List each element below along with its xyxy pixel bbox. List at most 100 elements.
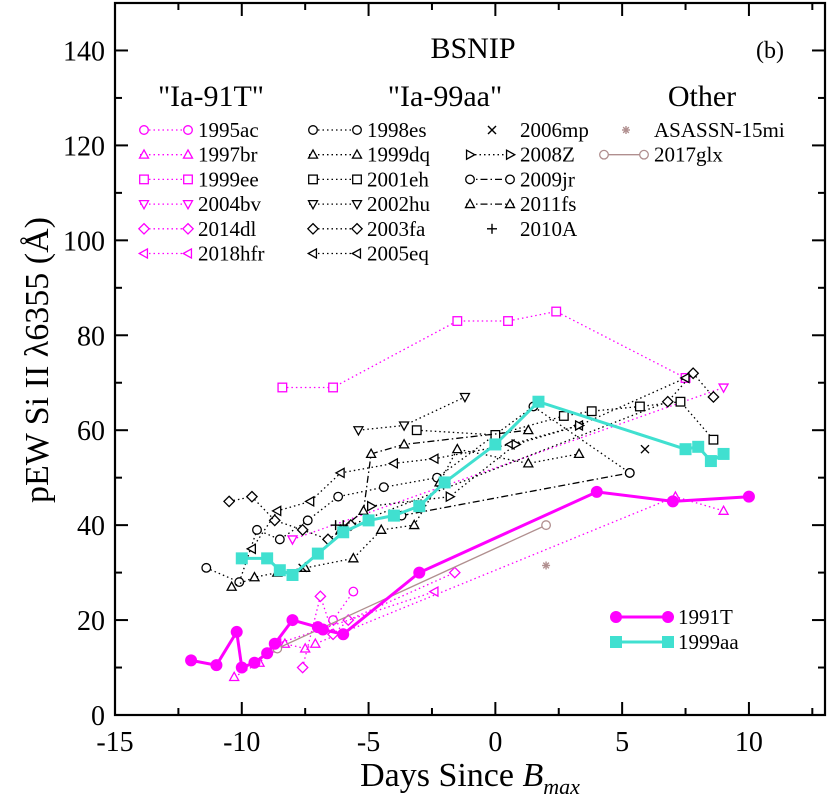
series-layer xyxy=(185,306,755,682)
legend-marker-2004bv xyxy=(138,200,150,211)
legend-label-2001eh: 2001eh xyxy=(367,167,429,191)
legend-marker-asassn-15mi xyxy=(622,126,630,134)
legend-item-2002hu: 2002hu xyxy=(307,192,431,216)
legend-marker-1999dq xyxy=(351,148,363,159)
y-tick-label: 80 xyxy=(77,321,105,352)
data-point-1999dq xyxy=(248,571,261,582)
y-tick-label: 20 xyxy=(77,606,105,637)
data-point-1999aa xyxy=(532,395,545,408)
legend-label-1998es: 1998es xyxy=(367,118,427,142)
data-point-1999aa xyxy=(679,443,692,456)
data-point-2008z xyxy=(574,419,586,432)
data-point-1997br xyxy=(228,670,240,682)
legend-marker-2009jr xyxy=(465,174,475,185)
series-1999aa xyxy=(235,395,730,581)
legend-label-1999dq: 1999dq xyxy=(367,143,431,167)
data-point-1998es xyxy=(234,577,245,588)
legend-marker-2001eh xyxy=(308,174,318,185)
legend-marker-1999aa xyxy=(662,636,674,648)
data-point-2005eq xyxy=(679,372,690,384)
data-point-1999aa xyxy=(362,514,375,527)
legend-label-1999ee: 1999ee xyxy=(198,167,259,191)
series-1999ee xyxy=(277,306,691,393)
legend-item-2005eq: 2005eq xyxy=(306,242,429,266)
data-point-2005eq xyxy=(271,505,282,517)
data-point-1991t xyxy=(210,659,223,672)
data-point-2008z xyxy=(511,438,522,451)
legend-item-2001eh: 2001eh xyxy=(308,167,429,191)
legend-marker-2002hu xyxy=(307,200,319,211)
legend-item-2014dl: 2014dl xyxy=(137,217,257,241)
data-point-1999dq xyxy=(573,447,585,459)
data-point-1997br xyxy=(279,637,291,648)
data-point-2011fs xyxy=(398,438,410,449)
data-point-2004bv xyxy=(286,535,299,546)
data-point-2005eq xyxy=(387,457,399,470)
series-line-1997br xyxy=(233,496,724,678)
series-2017glx xyxy=(272,520,552,654)
data-point-2011fs xyxy=(357,504,370,515)
data-point-1999dq xyxy=(408,519,420,530)
data-point-1999ee xyxy=(277,382,288,393)
y-tick-label: 120 xyxy=(63,131,105,162)
legend-marker-1999aa xyxy=(610,636,622,648)
data-point-2001eh xyxy=(634,401,645,412)
legend-label-2018hfr: 2018hfr xyxy=(198,242,265,266)
data-point-2017glx xyxy=(541,520,552,531)
series-2006mp xyxy=(298,444,650,573)
legend-item-asassn-15mi: ASASSN-15mi xyxy=(622,118,785,142)
data-point-2003fa xyxy=(687,367,700,380)
data-point-2005eq xyxy=(304,495,315,508)
legend-marker-1998es xyxy=(352,125,362,135)
legend-item-2008z: 2008Z xyxy=(465,143,575,167)
legend-marker-2001eh xyxy=(352,174,362,185)
data-point-2003fa xyxy=(661,395,674,408)
legend-label-2002hu: 2002hu xyxy=(367,192,431,216)
data-point-2002hu xyxy=(459,392,471,404)
legend-item-1998es: 1998es xyxy=(308,118,427,142)
data-point-2011fs xyxy=(365,447,377,459)
data-point-1998es xyxy=(252,524,262,535)
legend-marker-1998es xyxy=(308,125,318,135)
legend-marker-2017glx xyxy=(599,149,609,160)
data-point-1999aa xyxy=(235,552,248,565)
data-point-1991t xyxy=(666,495,679,508)
legend-marker-2005eq xyxy=(350,247,362,260)
data-point-1999aa xyxy=(273,564,286,577)
legend-marker-2004bv xyxy=(182,200,194,211)
data-point-2001eh xyxy=(675,396,686,407)
plot-frame xyxy=(113,1,827,717)
data-point-2005eq xyxy=(428,453,439,465)
series-line-2018hfr xyxy=(277,590,435,645)
legend-marker-2003fa xyxy=(350,222,364,235)
x-tick-label: -5 xyxy=(357,727,380,758)
legend-item-2003fa: 2003fa xyxy=(306,217,426,241)
data-point-1991t xyxy=(286,614,299,627)
legend-marker-1997br xyxy=(182,148,194,159)
data-point-1999dq xyxy=(522,457,534,468)
data-point-1998es xyxy=(302,515,313,526)
data-point-1991t xyxy=(742,490,755,503)
legend-label-2003fa: 2003fa xyxy=(367,217,426,241)
data-point-1999ee xyxy=(503,316,513,326)
data-point-1999aa xyxy=(286,568,299,581)
data-point-1999aa xyxy=(438,476,451,489)
series-line-2014dl xyxy=(301,572,456,668)
data-point-1999aa xyxy=(337,526,350,539)
data-point-2002hu xyxy=(352,426,365,437)
x-axis-title: Days Since Bmax xyxy=(360,757,580,799)
data-point-1991t xyxy=(235,661,248,674)
chart-title: BSNIP xyxy=(430,32,515,65)
data-point-2003fa xyxy=(296,523,309,536)
legend-item-1999dq: 1999dq xyxy=(307,143,431,167)
legend-label-1999aa: 1999aa xyxy=(678,630,739,654)
data-point-1998es xyxy=(201,562,212,573)
data-point-2011fs xyxy=(522,424,534,435)
series-line-1998es xyxy=(206,405,631,583)
legend-label-2005eq: 2005eq xyxy=(367,242,429,266)
data-point-2001eh xyxy=(411,425,422,436)
data-point-1991t xyxy=(261,647,274,660)
legend-item-2006mp: 2006mp xyxy=(487,118,589,142)
